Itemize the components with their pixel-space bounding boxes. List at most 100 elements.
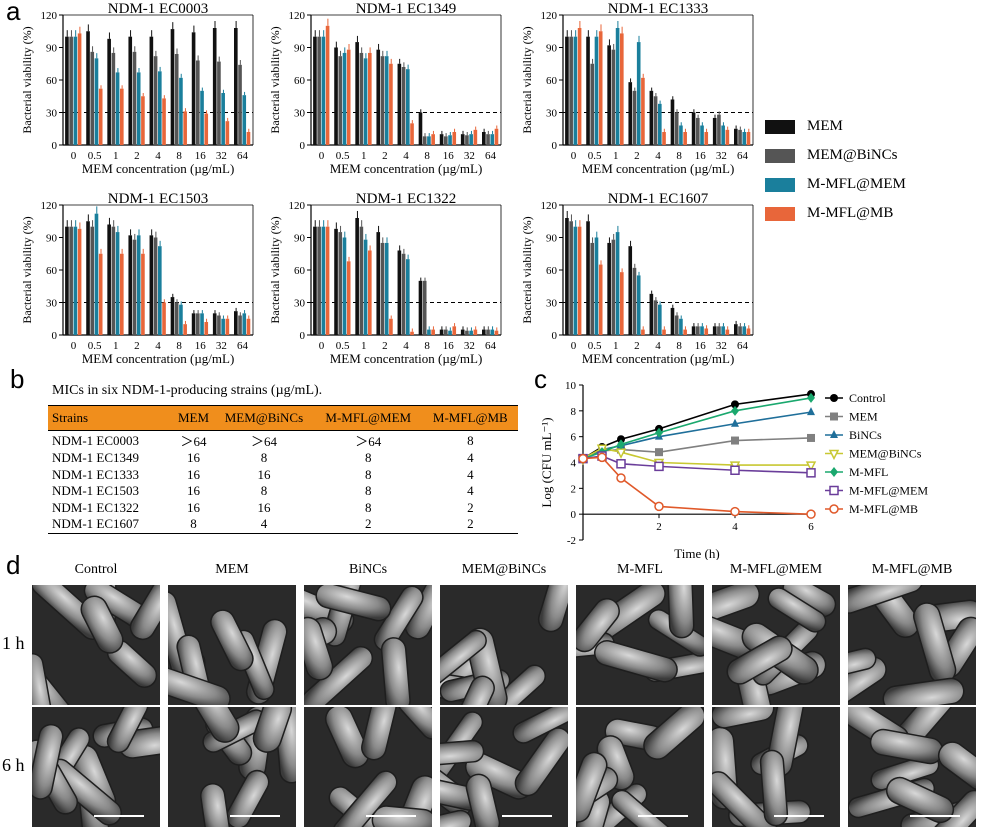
sem-image	[848, 707, 976, 827]
series-M-MFL	[579, 392, 815, 464]
chart-title: NDM-1 EC1349	[356, 1, 456, 17]
bar	[363, 58, 368, 146]
bar	[149, 235, 154, 335]
sem-image	[440, 585, 568, 705]
bar	[494, 128, 499, 145]
bar	[448, 135, 452, 145]
scale-bar	[502, 815, 552, 817]
bar	[448, 330, 452, 335]
table-row: NDM-1 EC1607 8 4 2 2	[48, 516, 518, 534]
x-tick-label: 4	[403, 340, 409, 352]
data-point	[654, 501, 664, 512]
bar	[620, 33, 624, 145]
x-tick-label: 32	[464, 340, 475, 352]
series-BiNCs	[579, 407, 815, 462]
table-cell: NDM-1 EC1322	[52, 499, 140, 515]
bar	[221, 318, 225, 335]
legend-swatch	[765, 148, 795, 163]
bar	[431, 329, 435, 335]
table-cell: 8	[365, 466, 372, 482]
chart-title: NDM-1 EC1322	[356, 191, 456, 207]
y-tick-label: 60	[46, 265, 58, 277]
bar	[191, 313, 196, 335]
x-tick-label: 1	[113, 340, 119, 352]
bar	[696, 117, 700, 145]
sem-rod-shapes	[32, 707, 160, 827]
bar	[141, 96, 145, 145]
bar	[73, 36, 78, 145]
y-tick-label: 8	[571, 406, 577, 418]
bar	[721, 326, 725, 335]
sem-row-label: 6 h	[2, 755, 25, 775]
sem-image	[168, 585, 296, 705]
x-tick-label: 1	[613, 150, 619, 162]
panel-a-legend: MEM MEM@BiNCs M-MFL@MEM M-MFL@MB	[765, 112, 906, 228]
bacterium-rod	[440, 629, 487, 689]
panel-d-letter: d	[6, 550, 21, 580]
y-tick-label: 6	[571, 432, 577, 444]
sem-rod-shapes	[304, 707, 432, 827]
x-tick-label: 8	[424, 340, 430, 352]
bar	[183, 111, 187, 145]
y-tick-label: 0	[552, 140, 558, 152]
bar	[662, 329, 666, 335]
bar	[696, 326, 700, 335]
x-tick-label: 16	[195, 150, 207, 162]
bacterium-rod	[576, 751, 608, 823]
y-tick-label: 0	[300, 140, 306, 152]
bar	[158, 71, 162, 145]
bar	[111, 226, 116, 335]
bar	[465, 135, 469, 145]
legend-item: M-MFL@MEM	[825, 484, 928, 498]
bacterium-rod	[937, 741, 976, 791]
bar	[325, 25, 330, 146]
x-tick-label: 64	[485, 150, 497, 162]
bar	[401, 253, 406, 335]
chart-title: NDM-1 EC0003	[108, 1, 208, 17]
y-axis-label: Bacterial viability (%)	[20, 26, 34, 133]
bar	[632, 90, 637, 145]
bar	[334, 47, 338, 145]
bar	[191, 32, 196, 145]
bar	[94, 58, 99, 146]
bar	[444, 329, 448, 335]
y-tick-label: 90	[46, 233, 58, 245]
table-cell: 8	[365, 450, 372, 466]
bar	[674, 112, 679, 145]
sem-rod-shapes	[848, 585, 976, 705]
bar	[569, 36, 573, 145]
table-cell: NDM-1 EC1503	[52, 483, 140, 499]
panel-c-letter: c	[534, 364, 547, 394]
sem-column-label: MEM@BiNCs	[461, 562, 547, 577]
bar	[94, 213, 99, 335]
y-tick-label: 90	[294, 43, 306, 55]
bar	[658, 304, 662, 335]
y-tick-label: 0	[300, 330, 306, 342]
bar	[469, 134, 473, 145]
bar	[234, 311, 238, 335]
bar	[86, 31, 90, 145]
bar	[234, 28, 238, 145]
table-cell: 4	[214, 516, 314, 534]
sem-image	[440, 707, 568, 827]
bar	[486, 134, 490, 145]
x-tick-label: 8	[176, 340, 182, 352]
legend-item: BiNCs	[825, 428, 882, 442]
table-cell: 8	[260, 450, 268, 466]
y-axis-label: Bacterial viability (%)	[20, 216, 34, 323]
sem-column-label: Control	[74, 562, 118, 577]
bar	[200, 313, 204, 335]
x-tick-label: 0	[571, 150, 577, 162]
bar	[136, 235, 141, 335]
bar	[649, 90, 654, 145]
bar	[738, 129, 742, 145]
table-header-cell: M-MFL@MB	[422, 405, 518, 431]
bacterium-rod	[397, 707, 432, 740]
legend-item: Control	[825, 391, 886, 405]
bar	[742, 326, 747, 335]
y-tick-label: 30	[546, 108, 558, 120]
bacterium-rod	[380, 637, 411, 705]
bacterium-rod	[465, 773, 501, 827]
bar	[376, 49, 381, 145]
